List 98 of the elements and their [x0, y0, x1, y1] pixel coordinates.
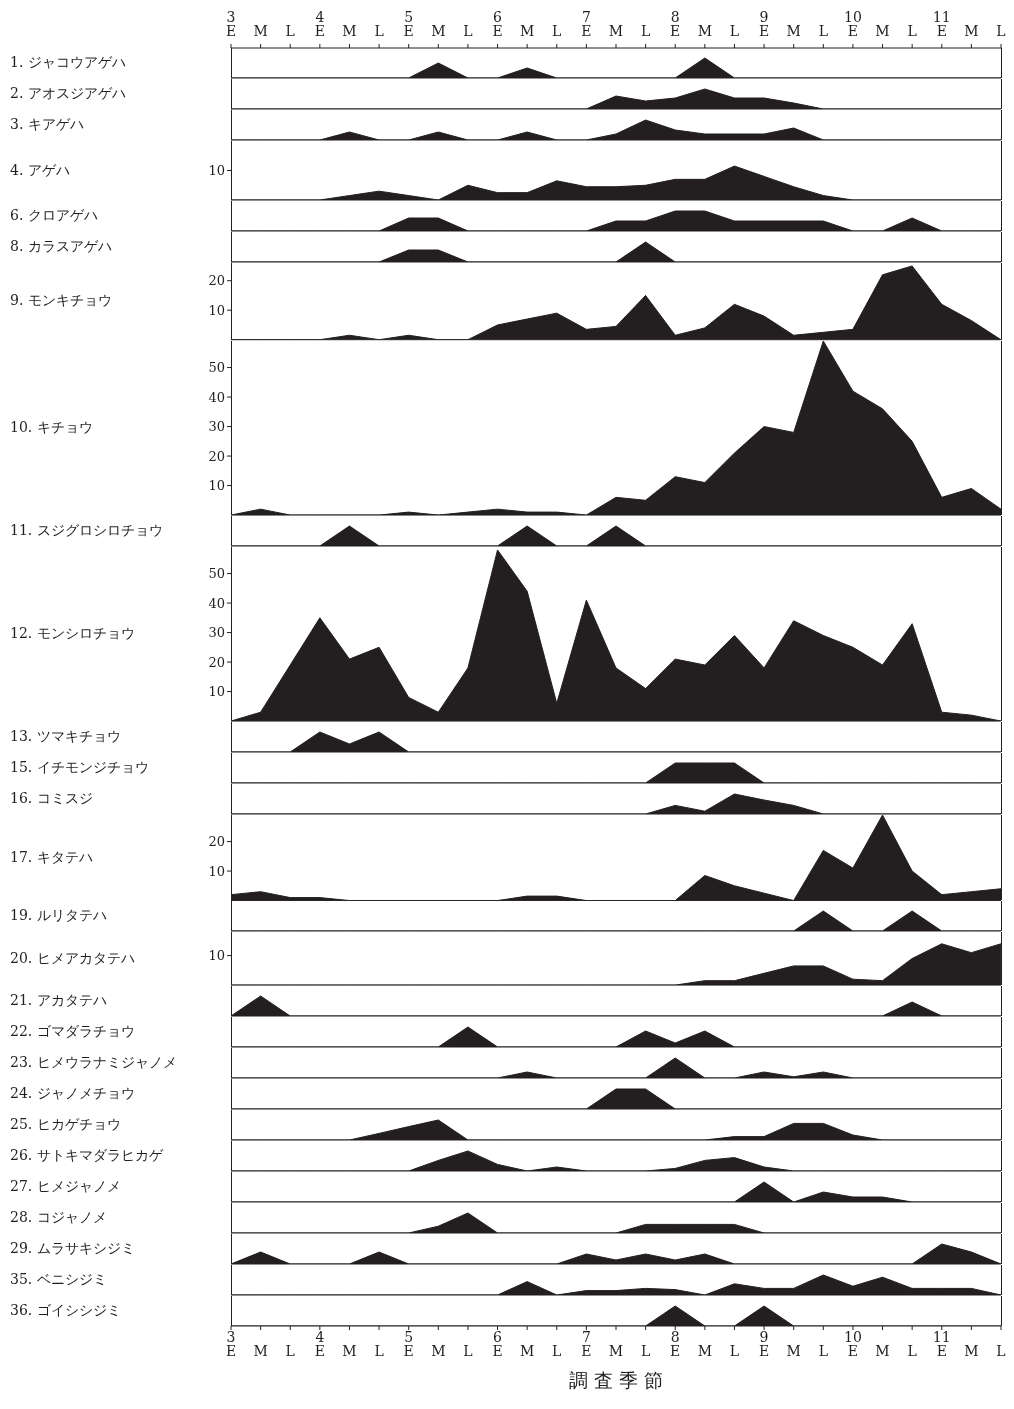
x-tick-label: L [463, 1343, 473, 1360]
y-axis-title: 1. ジャコウアゲハ [10, 53, 126, 71]
y-axis-title: 35. ベニシジミ [10, 1270, 107, 1289]
x-tick-label: M [697, 1343, 713, 1360]
y-axis-title: 28. コジャノメ [10, 1208, 107, 1227]
y-axis-title: 4. アゲハ [10, 160, 70, 179]
x-tick-label: M [697, 23, 713, 39]
x-tick-label: M [875, 23, 890, 39]
y-tick-label: 10 [208, 683, 226, 699]
y-axis-title: 8. カラスアゲハ [10, 237, 112, 255]
y-axis-title: 26. サトキマダラヒカゲ [10, 1146, 163, 1165]
x-tick-label: L [374, 23, 384, 39]
x-tick-label: L [640, 23, 651, 39]
x-tick-label: L [907, 1343, 917, 1360]
y-tick-label: 50 [208, 565, 226, 581]
y-tick-label: 20 [208, 273, 226, 289]
x-tick-label: M [786, 1343, 801, 1360]
x-tick-label: M [342, 23, 357, 39]
y-axis-title: 36. ゴイシシジミ [10, 1301, 121, 1320]
y-axis-title: 6. クロアゲハ [10, 206, 98, 224]
y-axis-title: 12. モンシロチョウ [10, 623, 135, 642]
x-tick-label: M [253, 23, 268, 39]
x-tick-label: L [374, 1343, 384, 1360]
y-axis-title: 2. アオスジアゲハ [10, 84, 126, 102]
y-axis-title: 17. キタテハ [10, 847, 93, 866]
y-tick-label: 20 [208, 833, 226, 849]
y-axis-title: 22. ゴマダラチョウ [10, 1022, 135, 1041]
y-tick-label: 10 [208, 163, 225, 179]
x-tick-label: 11 E [932, 9, 951, 39]
x-axis-title: 調 査 季 節 [567, 1368, 665, 1394]
x-tick-label: 4 E [314, 1329, 325, 1360]
y-tick-label: 10 [208, 863, 226, 879]
x-tick-label: M [608, 23, 624, 39]
y-tick-label: 50 [208, 359, 226, 375]
y-axis-title: 23. ヒメウラナミジャノメ [10, 1053, 177, 1072]
x-tick-label: L [729, 23, 740, 39]
x-tick-label: 7 E [581, 9, 592, 39]
y-axis-title: 19. ルリタテハ [10, 906, 107, 925]
y-axis-title: 15. イチモンジチョウ [10, 757, 149, 776]
x-tick-label: L [552, 23, 562, 39]
x-tick-label: 9 E [758, 9, 770, 39]
y-axis-title: 24. ジャノメチョウ [10, 1084, 135, 1103]
x-tick-label: L [907, 23, 917, 39]
x-tick-label: L [996, 1343, 1006, 1360]
x-tick-label: 8 E [670, 9, 681, 39]
x-tick-label: L [818, 23, 828, 39]
y-axis-title: 13. ツマキチョウ [10, 726, 121, 745]
x-tick-label: L [818, 1343, 828, 1360]
y-axis-title: 29. ムラサキシジミ [10, 1239, 135, 1258]
x-tick-label: M [519, 23, 535, 39]
y-tick-label: 30 [208, 624, 226, 640]
y-axis-title: 9. モンキチョウ [10, 291, 112, 310]
y-axis-title: 20. ヒメアカタテハ [10, 948, 135, 967]
x-tick-label: 6 E [492, 9, 503, 39]
y-tick-label: 20 [208, 448, 226, 464]
x-tick-label: 9 E [758, 1329, 770, 1360]
x-tick-label: L [285, 1343, 295, 1360]
y-axis-title: 25. ヒカゲチョウ [10, 1115, 121, 1134]
x-tick-label: M [431, 1343, 446, 1360]
x-tick-label: 4 E [314, 9, 325, 39]
y-tick-label: 10 [208, 477, 226, 493]
x-tick-label: M [519, 1343, 535, 1360]
y-tick-label: 30 [208, 418, 226, 434]
y-tick-label: 20 [208, 654, 226, 670]
x-tick-label: M [431, 23, 446, 39]
x-tick-label: 6 E [492, 1329, 503, 1360]
x-tick-label: M [342, 1343, 357, 1360]
x-tick-label: 7 E [581, 1329, 592, 1360]
y-tick-label: 40 [208, 389, 226, 405]
x-tick-label: 5 E [403, 9, 414, 39]
x-tick-label: 3 E [225, 9, 237, 39]
x-tick-label: M [608, 1343, 624, 1360]
y-tick-label: 40 [208, 595, 226, 611]
x-tick-label: L [640, 1343, 651, 1360]
y-axis-title: 10. キチョウ [10, 417, 93, 436]
y-axis-title: 3. キアゲハ [10, 115, 84, 133]
y-tick-label: 10 [208, 302, 226, 318]
x-tick-label: L [996, 23, 1006, 39]
x-tick-label: M [964, 1343, 979, 1360]
y-axis-title: 16. コミスジ [10, 788, 93, 807]
x-tick-label: L [285, 23, 295, 39]
x-tick-label: 11 E [932, 1329, 951, 1360]
y-axis-title: 11. スジグロシロチョウ [10, 520, 163, 539]
y-axis-title: 27. ヒメジャノメ [10, 1177, 121, 1196]
x-tick-label: M [964, 23, 979, 39]
x-tick-label: L [463, 23, 473, 39]
x-tick-label: 10 E [844, 9, 862, 39]
x-tick-label: L [729, 1343, 740, 1360]
x-tick-label: M [253, 1343, 268, 1360]
x-tick-label: 10 E [844, 1329, 862, 1360]
x-tick-label: 5 E [403, 1329, 414, 1360]
x-tick-label: 3 E [225, 1329, 237, 1360]
y-axis-title: 21. アカタテハ [10, 991, 107, 1010]
x-tick-label: 8 E [670, 1329, 681, 1360]
y-tick-label: 10 [208, 948, 226, 964]
x-tick-label: M [875, 1343, 890, 1360]
x-tick-label: L [552, 1343, 562, 1360]
x-tick-label: M [786, 23, 801, 39]
